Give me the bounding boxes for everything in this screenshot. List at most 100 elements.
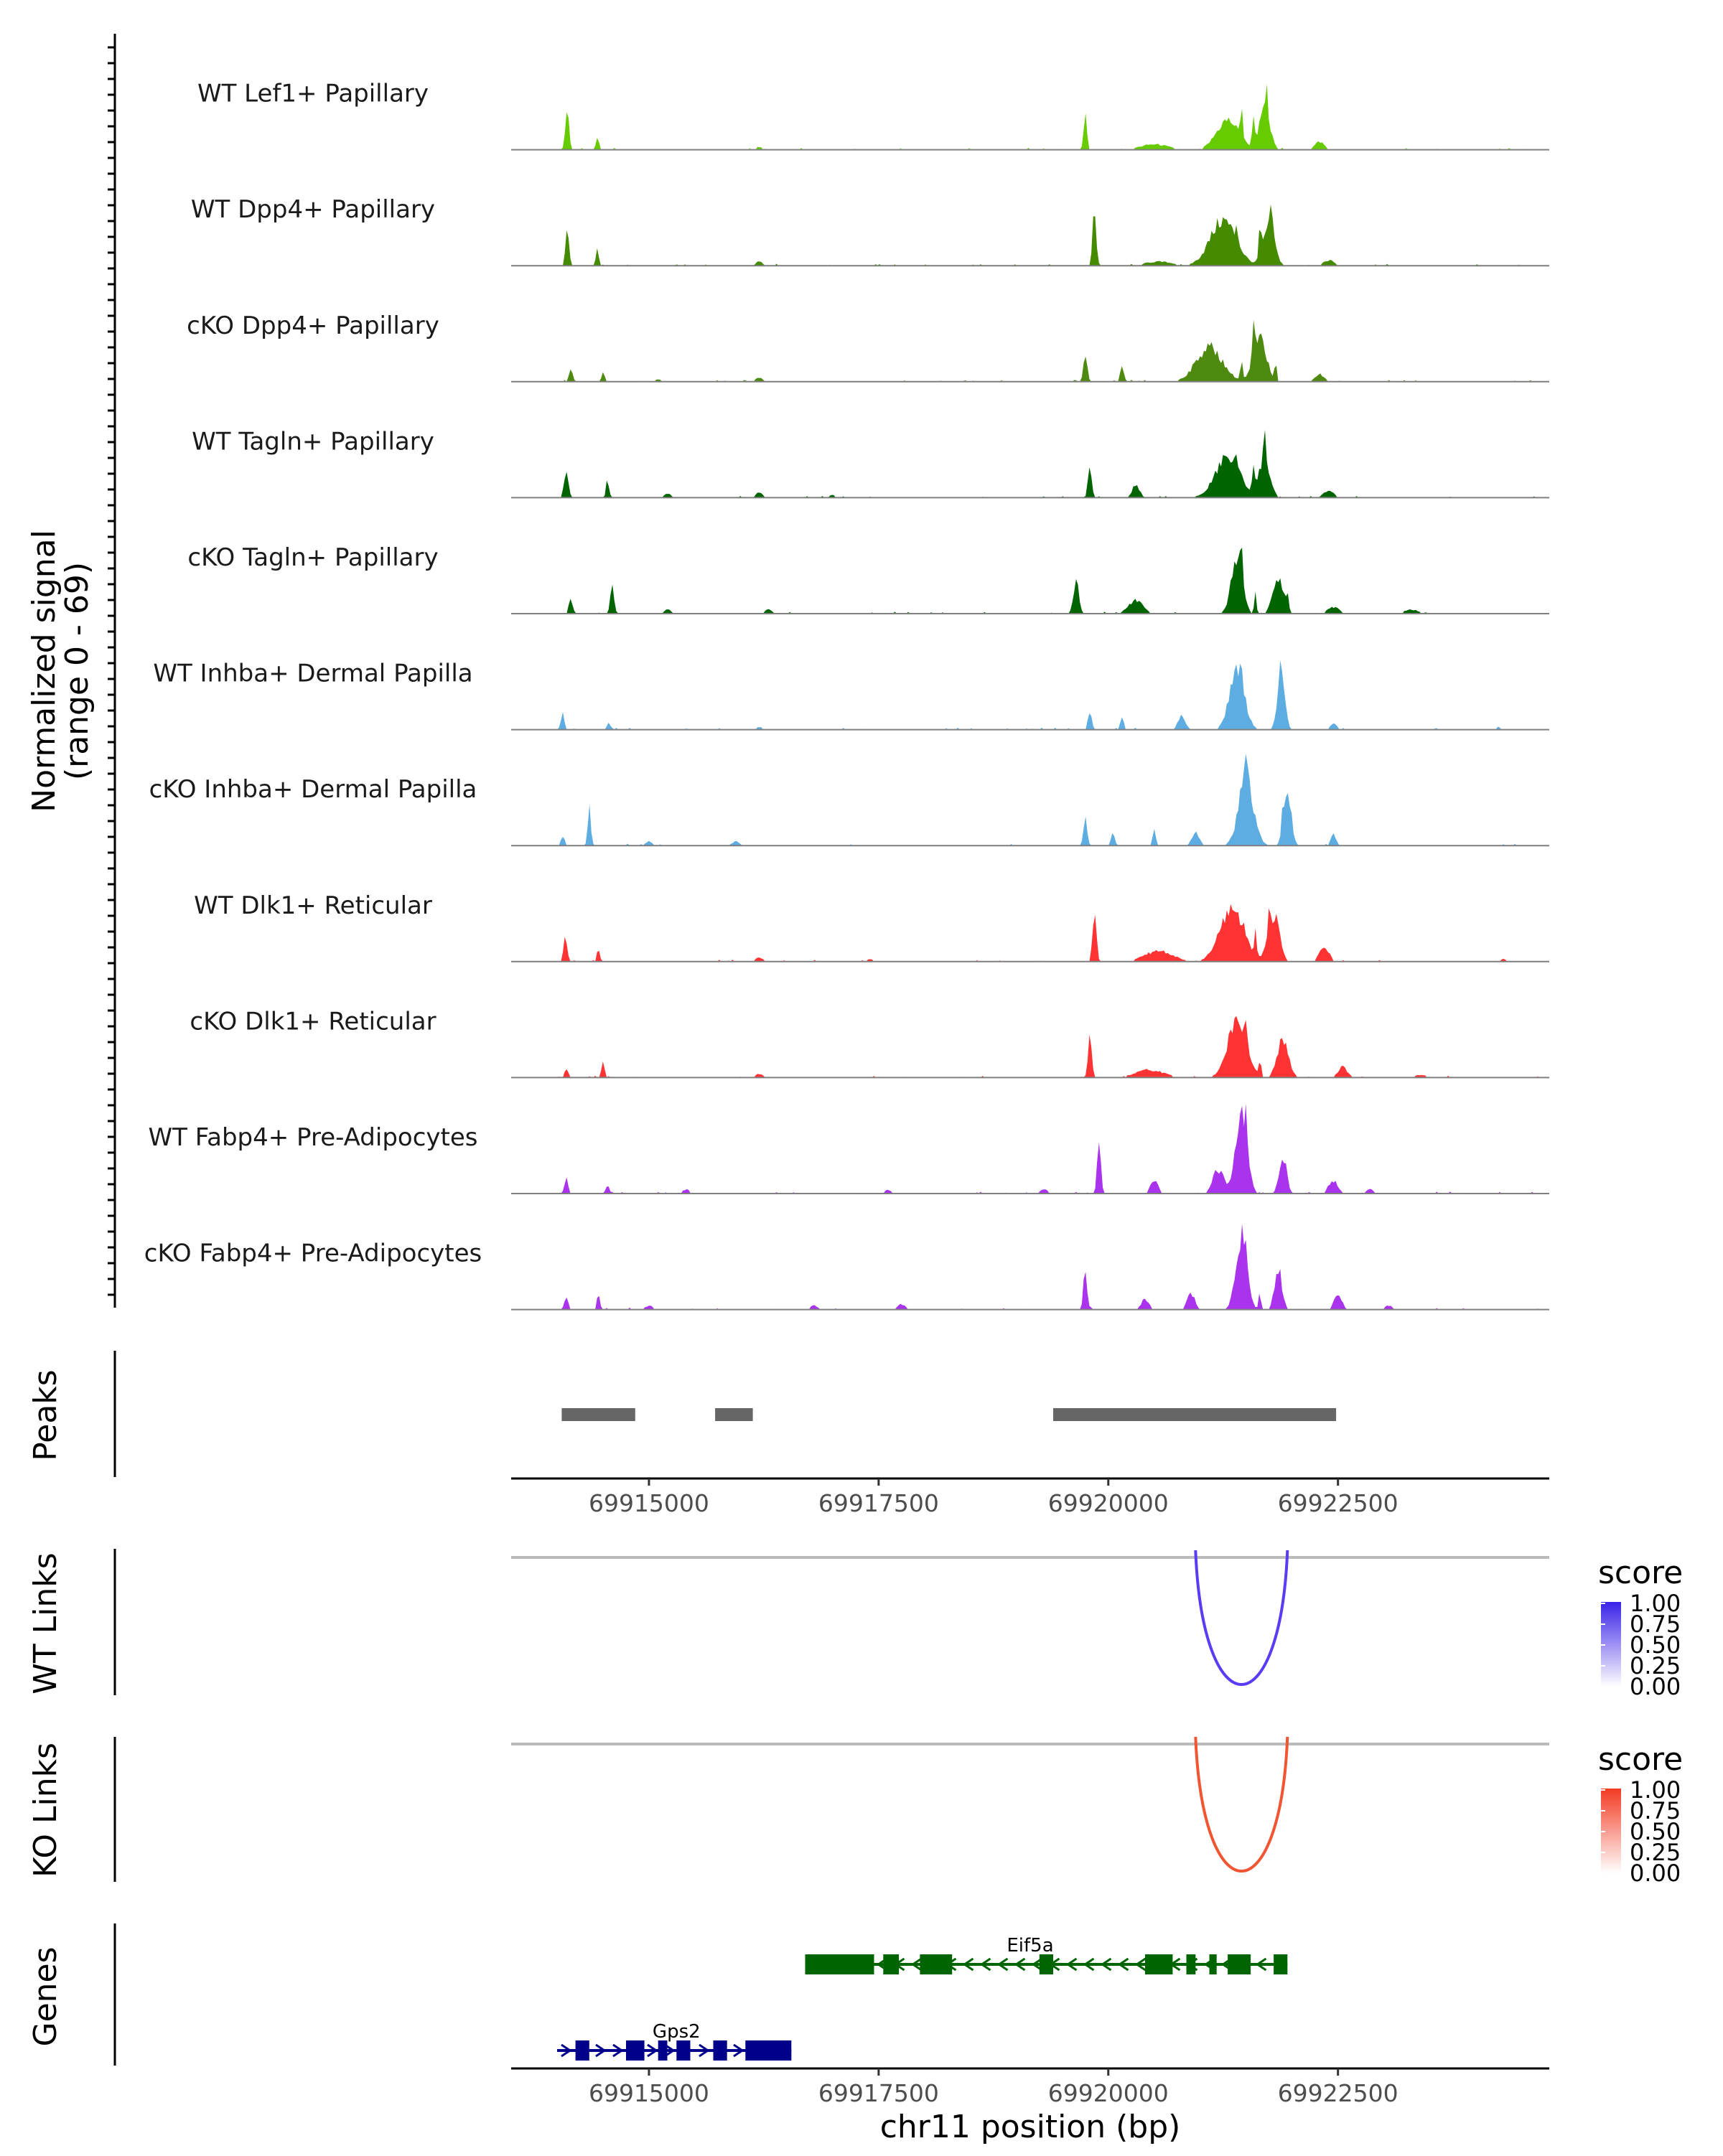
gene-exon [713,2040,727,2061]
coverage-area [557,1224,1549,1310]
gene-exon [1228,1954,1251,1974]
strand-arrow [733,2043,744,2058]
links-panel: WT Links KO Links score 1.000.750.500.25… [27,1549,1683,1887]
strand-arrow [647,2043,658,2058]
legend-value: 1.00 [1630,1590,1681,1617]
x-tick-label: 69915000 [589,1489,709,1517]
gene-exon [755,2040,792,2061]
coverage-track: WT Lef1+ Papillary [197,80,1549,151]
coverage-area [557,319,1549,382]
coverage-area [557,429,1549,498]
coverage-y-axis-label: Normalized signal [26,530,62,812]
legend-value: 0.25 [1630,1839,1681,1866]
ko-score-legend: score 1.000.750.500.250.00 [1598,1741,1683,1887]
ko-link-arc [1194,1736,1289,1873]
coverage-y-ticks [108,46,115,1296]
strand-arrow [1031,1957,1043,1972]
coverage-area [557,1103,1549,1194]
wt-link-arc [1194,1550,1289,1686]
coverage-track: WT Inhba+ Dermal Papilla [153,660,1549,731]
legend-value: 1.00 [1630,1776,1681,1804]
track-label: WT Inhba+ Dermal Papilla [153,660,472,688]
coverage-track: cKO Dpp4+ Papillary [187,311,1549,383]
strand-arrow [1014,1957,1026,1972]
track-label: WT Lef1+ Papillary [197,80,429,108]
strand-arrow [595,2043,607,2058]
legend-value: 0.00 [1630,1860,1681,1887]
genes-x-axis-ticks: 69915000 69917500 69920000 69922500 [589,2068,1399,2107]
peak-region [715,1408,753,1421]
wt-legend-title: score [1598,1555,1683,1591]
genes-track-label: Genes [27,1946,64,2046]
strand-arrow [1134,1957,1147,1972]
strand-arrow [664,2043,676,2058]
gene-name-label: Gps2 [653,2021,701,2043]
coverage-track: WT Dpp4+ Papillary [191,195,1549,267]
gene-exon [1039,1954,1053,1974]
gene-exon [805,1954,874,1974]
x-tick-label: 69920000 [1048,1489,1169,1517]
x-tick-label: 69917500 [818,1489,939,1517]
gene-exon [1274,1954,1288,1974]
coverage-area [557,548,1549,614]
coverage-area [557,904,1549,962]
x-tick-label: 69920000 [1048,2079,1169,2107]
peaks-x-axis-ticks: 69915000 69917500 69920000 69922500 [589,1478,1399,1517]
x-tick-label: 69922500 [1278,1489,1399,1517]
ko-links-track-label: KO Links [27,1743,64,1878]
x-axis-label: chr11 position (bp) [880,2109,1181,2145]
track-label: cKO Dlk1+ Reticular [190,1007,436,1036]
strand-arrow [1117,1957,1129,1972]
wt-score-legend: score 1.000.750.500.250.00 [1598,1555,1683,1700]
coverage-area [557,204,1549,266]
coverage-track: cKO Inhba+ Dermal Papilla [149,754,1549,847]
wt-links-track-label: WT Links [27,1552,64,1694]
strand-arrow [996,1957,1009,1972]
strand-arrow [1083,1957,1095,1972]
ko-legend-title: score [1598,1741,1683,1778]
x-tick-label: 69922500 [1278,2079,1399,2107]
strand-arrow [1255,1957,1267,1972]
track-label: WT Dlk1+ Reticular [194,891,432,920]
track-label: cKO Dpp4+ Papillary [187,311,439,340]
strand-arrow [979,1957,991,1972]
gene-exon [676,2040,691,2061]
track-label: WT Tagln+ Papillary [192,427,434,456]
gene-exon [1186,1954,1196,1974]
x-tick-label: 69915000 [589,2079,709,2107]
strand-arrow [1065,1957,1078,1972]
legend-value: 0.75 [1630,1611,1681,1638]
strand-arrow [561,2043,572,2058]
gene-exon [658,2040,668,2061]
coverage-track: cKO Fabp4+ Pre-Adipocytes [144,1224,1549,1311]
legend-value: 0.25 [1630,1652,1681,1679]
coverage-area [557,754,1549,846]
track-label: cKO Tagln+ Papillary [187,543,438,572]
track-label: cKO Inhba+ Dermal Papilla [149,775,477,804]
coverage-area [557,1016,1549,1078]
coverage-area [557,660,1549,730]
peaks-panel: Peaks 69915000 69917500 69920000 69922500 [27,1351,1549,1517]
coverage-panel: Normalized signal (range 0 - 69) WT Lef1… [26,34,1549,1311]
coverage-y-axis-range: (range 0 - 69) [59,562,95,780]
gene-name-label: Eif5a [1007,1935,1053,1956]
coverage-area [557,84,1549,150]
genes-panel: Genes Eif5a Gps2 69915000 69917500 69920000… [27,1923,1549,2145]
x-tick-label: 69917500 [818,2079,939,2107]
legend-value: 0.50 [1630,1818,1681,1845]
coverage-track: cKO Dlk1+ Reticular [190,1007,1549,1079]
strand-arrow [699,2043,710,2058]
gene-exon [920,1954,953,1974]
gene-exon [626,2040,645,2061]
strand-arrow [910,1957,923,1972]
legend-value: 0.00 [1630,1673,1681,1700]
legend-value: 0.50 [1630,1631,1681,1659]
peak-region [1053,1408,1337,1421]
track-label: WT Dpp4+ Papillary [191,195,435,224]
coverage-track: WT Tagln+ Papillary [192,427,1549,499]
coverage-track: WT Fabp4+ Pre-Adipocytes [149,1103,1549,1194]
peaks-track-label: Peaks [27,1369,64,1461]
gene-exon [1145,1954,1173,1974]
